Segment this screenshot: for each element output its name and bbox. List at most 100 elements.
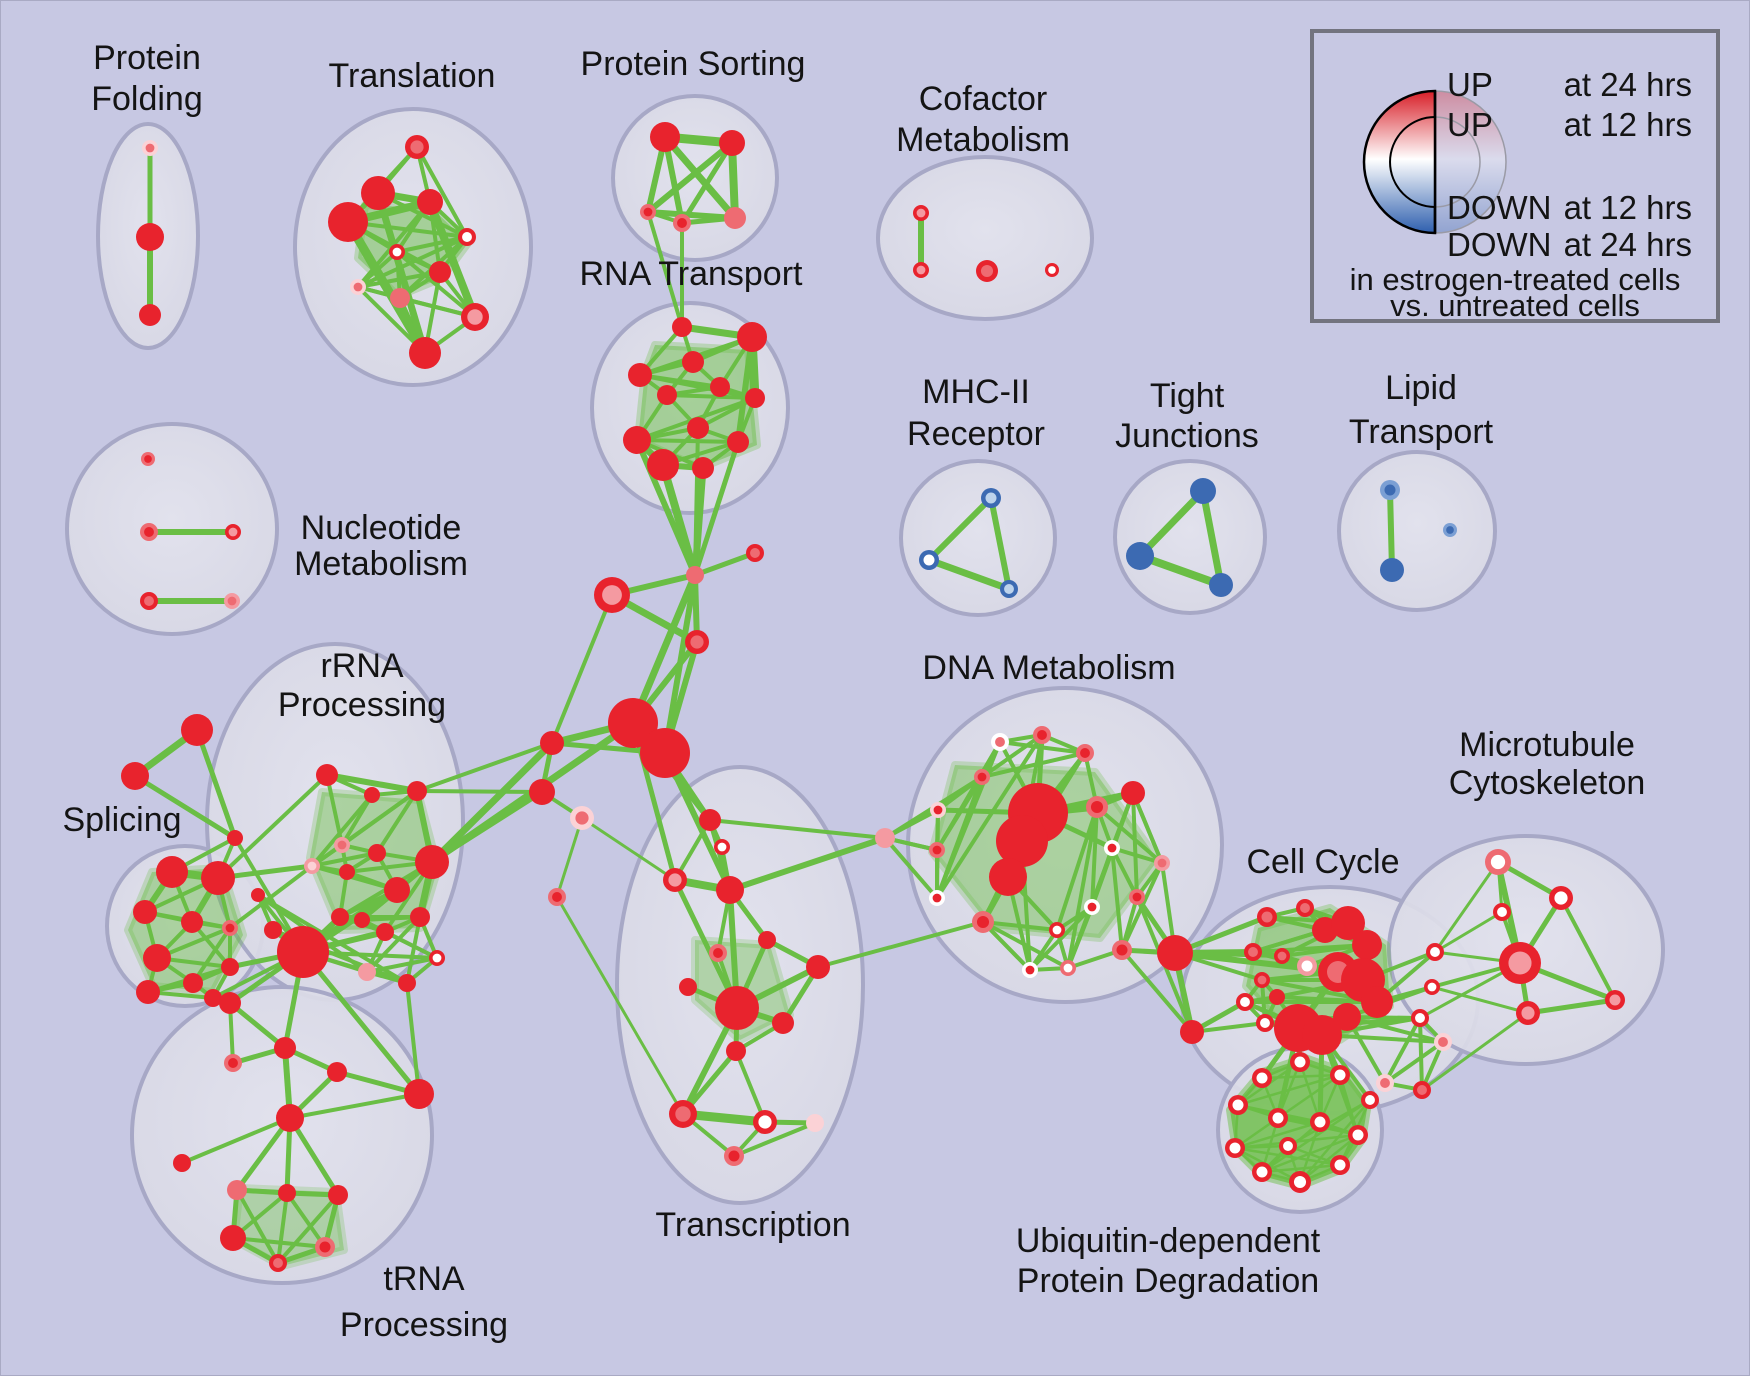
gene-node-ring [278, 1184, 296, 1202]
gene-node-ring [136, 223, 164, 251]
edge [228, 864, 314, 930]
gene-node-ring [699, 809, 721, 831]
gene-node-ring [875, 828, 895, 848]
gene-node-center [145, 143, 155, 153]
gene-node-ring [650, 122, 680, 152]
legend: UP at 24 hrs UP at 12 hrs DOWN at 12 hrs DOWN a… [1310, 29, 1720, 323]
gene-node-ring [407, 781, 427, 801]
gene-node-center [575, 811, 589, 825]
gene-node-ring [361, 176, 395, 210]
gene-node-center [923, 554, 935, 566]
cluster-ellipse-tight-junctions [1113, 459, 1267, 615]
legend-direction-0: UP [1447, 66, 1493, 103]
gene-node-ring [719, 130, 745, 156]
legend-time-0: at 24 hrs [1564, 66, 1692, 103]
gene-node-ring [221, 958, 239, 976]
gene-node-ring [156, 856, 188, 888]
cluster-label-microtubule-cytoskeleton: Microtubule [1459, 726, 1635, 764]
edge [360, 918, 439, 960]
edge [659, 461, 699, 579]
cluster-label-protein-sorting: Protein Sorting [581, 45, 806, 83]
gene-node-ring [227, 830, 243, 846]
gene-node-ring [1190, 478, 1216, 504]
gene-node-center [602, 585, 622, 605]
edge [646, 210, 684, 329]
edge [375, 789, 419, 855]
edge [194, 727, 238, 841]
gene-node-center [1256, 1072, 1268, 1084]
edge [981, 920, 1059, 932]
edge [405, 981, 421, 1096]
gene-node-ring [758, 931, 776, 949]
gene-node-center [228, 527, 238, 537]
gene-node-ring [623, 426, 651, 454]
edge [708, 818, 887, 840]
edge [981, 920, 1070, 970]
edge [1136, 552, 1225, 589]
cluster-label-microtubule-cytoskeleton: Cytoskeleton [1449, 764, 1646, 802]
legend-footer-0: in estrogen-treated cells [1350, 262, 1681, 297]
edge [1383, 1016, 1422, 1085]
edge [981, 920, 1032, 972]
edge [1260, 1098, 1372, 1174]
gene-node-center [1048, 266, 1056, 274]
gene-node-center [1380, 1078, 1390, 1088]
edge [662, 572, 698, 756]
edge [1260, 1073, 1342, 1080]
gene-node-center [467, 309, 483, 325]
edge [1199, 487, 1225, 589]
edge [580, 816, 677, 882]
gene-node-center [1521, 1006, 1535, 1020]
gene-node-ring [328, 1185, 348, 1205]
gene-node-center [227, 596, 237, 606]
edge [276, 1193, 340, 1265]
gene-node-center [1427, 982, 1437, 992]
edge [672, 877, 740, 1011]
edge [1559, 896, 1617, 1002]
edge [555, 816, 584, 899]
edge [300, 949, 422, 1097]
gene-node-center [1107, 843, 1117, 853]
gene-node-ring [390, 288, 410, 308]
gene-node-center [144, 596, 154, 606]
edge [310, 864, 399, 892]
gene-node-ring [1121, 781, 1145, 805]
gene-node-center [1260, 1018, 1270, 1028]
gene-node-ring [726, 1041, 746, 1061]
gene-node-ring [716, 876, 744, 904]
gene-node-ring [628, 363, 652, 387]
cluster-label-mhc-ii-receptor: MHC-II [922, 373, 1030, 411]
edge [661, 133, 739, 222]
gene-node-center [933, 805, 943, 815]
edge [1190, 1021, 1267, 1034]
gene-node-ring [364, 787, 380, 803]
edge [324, 772, 420, 794]
gene-node-ring [1157, 935, 1193, 971]
gene-node-center [675, 1106, 691, 1122]
edge [191, 926, 232, 985]
gene-node-center [307, 861, 317, 871]
gene-node-center [750, 548, 760, 558]
gene-node-ring [417, 189, 443, 215]
gene-node-ring [806, 1114, 824, 1132]
gene-node-ring [143, 944, 171, 972]
gene-node-ring [686, 566, 704, 584]
edge [374, 189, 429, 357]
gene-node-center [1415, 1013, 1425, 1023]
gene-node-ring [181, 714, 213, 746]
edge [662, 750, 733, 893]
edge [1298, 1060, 1322, 1124]
gene-node-ring [358, 963, 376, 981]
cluster-label-translation: Translation [329, 57, 496, 95]
gene-node-center [995, 737, 1005, 747]
gene-node-ring [608, 698, 658, 748]
cluster-label-ubiquitin-degradation: Ubiquitin-dependent [1016, 1222, 1321, 1260]
gene-node-center [1508, 951, 1532, 975]
edge [227, 1000, 288, 1051]
cluster-label-nucleotide-metabolism: Nucleotide [301, 509, 462, 547]
gene-node-center [985, 492, 997, 504]
gene-node-center [273, 1258, 283, 1268]
gene-node-ring [727, 431, 749, 453]
gene-node-ring [201, 861, 235, 895]
